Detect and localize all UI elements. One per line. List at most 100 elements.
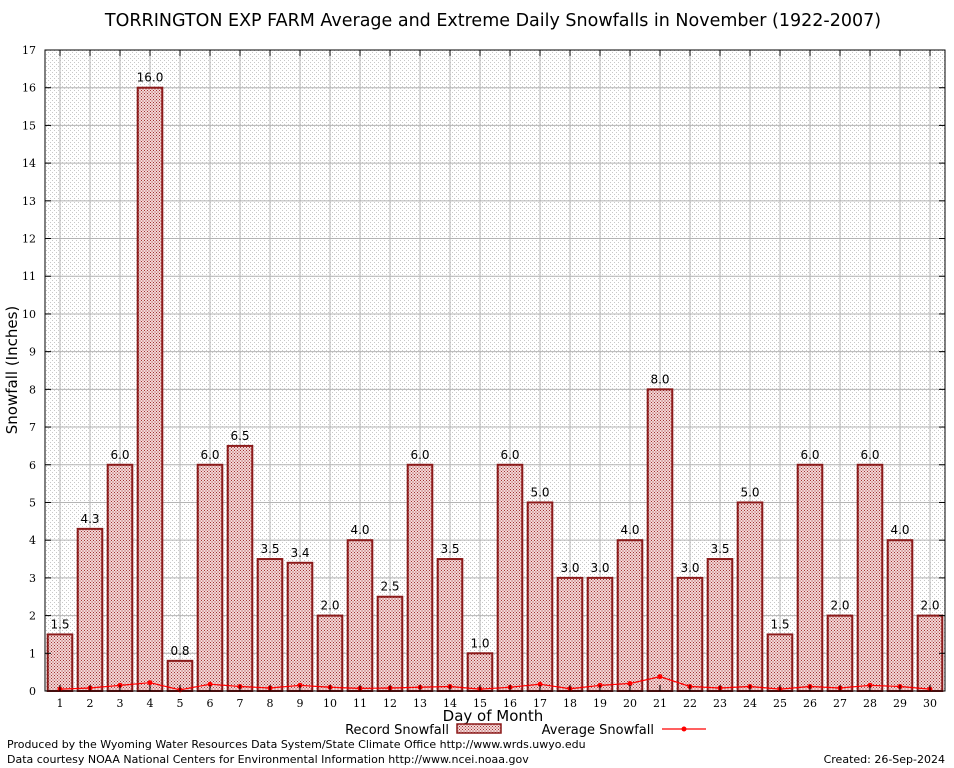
record-bar xyxy=(556,576,584,692)
y-tick-label: 5 xyxy=(29,496,36,509)
x-tick-label: 14 xyxy=(443,697,457,710)
record-bar xyxy=(376,595,404,692)
bar-value-label: 5.0 xyxy=(740,485,759,499)
bar-value-label: 6.0 xyxy=(860,448,879,462)
bar-value-label: 4.0 xyxy=(890,523,909,537)
record-bar xyxy=(136,86,164,693)
bar-value-label: 2.5 xyxy=(380,580,399,594)
x-tick-label: 3 xyxy=(117,697,124,710)
average-point xyxy=(537,681,543,687)
bar-value-label: 2.0 xyxy=(830,599,849,613)
x-tick-label: 4 xyxy=(147,697,154,710)
y-tick-label: 2 xyxy=(29,610,36,623)
bar-value-label: 6.5 xyxy=(230,429,249,443)
record-bar xyxy=(886,539,914,692)
x-tick-label: 27 xyxy=(833,697,847,710)
record-bar xyxy=(106,463,134,692)
x-tick-label: 17 xyxy=(533,697,547,710)
data-labels: 1.5 4.3 6.0 16.0 0.8 6.0 6.5 3.5 3.4 2.0 4.0 2.5 6.0… xyxy=(50,71,939,658)
footer-producer: Produced by the Wyoming Water Resources … xyxy=(7,738,586,751)
footer-data-source: Data courtesy NOAA National Centers for … xyxy=(7,753,529,766)
y-tick-label: 11 xyxy=(22,270,36,283)
bar-value-label: 3.5 xyxy=(440,542,459,556)
record-bar xyxy=(676,576,704,692)
bar-value-label: 3.0 xyxy=(590,561,609,575)
plot-frame xyxy=(44,49,946,692)
x-tick-label: 8 xyxy=(267,697,274,710)
bar-value-label: 1.5 xyxy=(770,617,789,631)
average-point xyxy=(627,680,633,686)
record-bar xyxy=(646,388,674,692)
record-bar xyxy=(706,558,734,692)
legend: Record Snowfall Average Snowfall xyxy=(345,723,706,738)
legend-swatch-record xyxy=(456,723,502,734)
record-bar xyxy=(826,614,854,693)
x-tick-label: 29 xyxy=(893,697,907,710)
x-tick-label: 12 xyxy=(383,697,397,710)
y-tick-label: 16 xyxy=(22,82,36,95)
record-bar xyxy=(496,463,524,692)
bar-value-label: 3.5 xyxy=(260,542,279,556)
y-tick-label: 6 xyxy=(29,459,36,472)
x-tick-label: 15 xyxy=(473,697,487,710)
x-tick-label: 25 xyxy=(773,697,787,710)
x-tick-label: 7 xyxy=(237,697,244,710)
bar-value-label: 1.0 xyxy=(470,636,489,650)
bar-value-label: 4.0 xyxy=(620,523,639,537)
x-tick-label: 18 xyxy=(563,697,577,710)
record-bar xyxy=(916,614,944,693)
x-tick-label: 16 xyxy=(503,697,517,710)
record-bar xyxy=(616,539,644,692)
bar-value-label: 1.5 xyxy=(50,617,69,631)
x-axis-ticks: 1 2 3 4 5 6 7 8 9 10 11 12 13 14 15 16 17 18 19 20 21 22 23 24 2… xyxy=(57,50,937,710)
legend-label-average: Average Snowfall xyxy=(542,723,654,738)
plot-background xyxy=(45,50,945,691)
x-tick-label: 30 xyxy=(923,697,937,710)
x-axis-label: Day of Month xyxy=(443,707,544,725)
y-tick-label: 3 xyxy=(29,572,36,585)
footer-created-date: Created: 26-Sep-2024 xyxy=(824,753,945,766)
average-point xyxy=(207,681,213,687)
record-bar xyxy=(286,561,314,692)
record-bar xyxy=(256,558,284,692)
average-point xyxy=(657,674,663,680)
y-tick-label: 13 xyxy=(22,195,36,208)
bar-value-label: 4.3 xyxy=(80,512,99,526)
x-tick-label: 9 xyxy=(297,697,304,710)
record-bar xyxy=(736,501,764,692)
record-bar xyxy=(586,576,614,692)
record-bar xyxy=(466,652,494,693)
y-tick-label: 0 xyxy=(29,685,36,698)
bar-value-label: 6.0 xyxy=(800,448,819,462)
bar-value-label: 6.0 xyxy=(110,448,129,462)
bar-value-label: 16.0 xyxy=(137,71,164,85)
y-tick-label: 12 xyxy=(22,233,36,246)
x-tick-label: 10 xyxy=(323,697,337,710)
bar-value-label: 3.5 xyxy=(710,542,729,556)
bar-value-label: 4.0 xyxy=(350,523,369,537)
y-tick-label: 8 xyxy=(29,383,36,396)
record-bar xyxy=(406,463,434,692)
x-tick-label: 20 xyxy=(623,697,637,710)
y-tick-label: 14 xyxy=(22,157,36,170)
record-bar xyxy=(766,633,794,692)
bar-value-label: 2.0 xyxy=(320,599,339,613)
bar-value-label: 2.0 xyxy=(920,599,939,613)
y-tick-label: 17 xyxy=(22,44,36,57)
bar-value-label: 6.0 xyxy=(410,448,429,462)
x-tick-label: 24 xyxy=(743,697,757,710)
bar-value-label: 5.0 xyxy=(530,485,549,499)
x-tick-label: 26 xyxy=(803,697,817,710)
y-tick-label: 7 xyxy=(29,421,36,434)
x-tick-label: 21 xyxy=(653,697,667,710)
chart-title: TORRINGTON EXP FARM Average and Extreme … xyxy=(104,11,881,31)
x-tick-label: 2 xyxy=(87,697,94,710)
record-bar xyxy=(526,501,554,692)
bar-value-label: 6.0 xyxy=(200,448,219,462)
y-tick-label: 10 xyxy=(22,308,36,321)
bar-value-label: 3.4 xyxy=(290,546,309,560)
bar-value-label: 0.8 xyxy=(170,644,189,658)
x-tick-label: 6 xyxy=(207,697,214,710)
